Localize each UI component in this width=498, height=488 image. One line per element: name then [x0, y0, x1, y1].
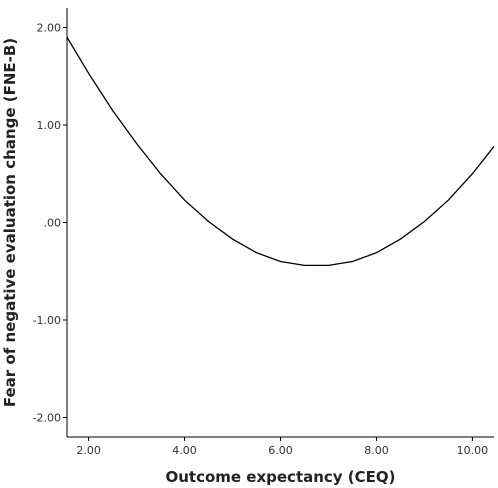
y-tick-label: 1.00 [37, 119, 62, 132]
x-tick-label: 8.00 [364, 444, 389, 457]
x-tick-label: 4.00 [172, 444, 197, 457]
x-tick-label: 6.00 [268, 444, 293, 457]
y-tick-label: 2.00 [37, 22, 62, 35]
x-tick-label: 10.00 [457, 444, 489, 457]
fitted-curve-line [66, 36, 495, 267]
y-tick-label: -1.00 [33, 314, 61, 327]
x-tick-label: 2.00 [76, 444, 101, 457]
y-tick-label: -2.00 [33, 412, 61, 425]
x-axis-title: Outcome expectancy (CEQ) [165, 468, 395, 486]
y-axis-title: Fear of negative evaluation change (FNE-… [1, 38, 19, 407]
y-tick-label: .00 [44, 217, 62, 230]
